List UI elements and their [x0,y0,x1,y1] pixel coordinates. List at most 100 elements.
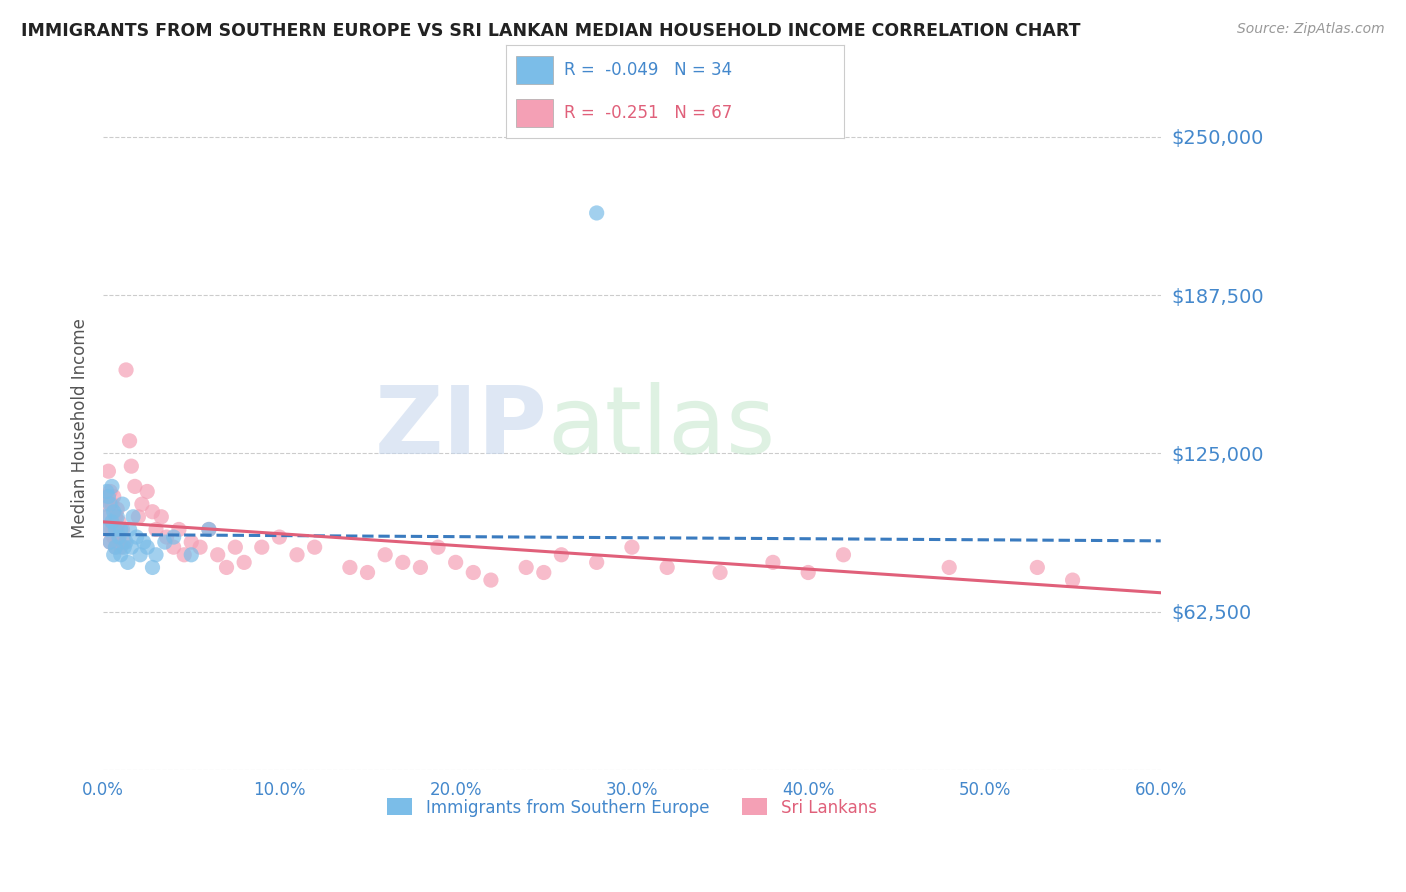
Point [180,535,202,549]
Point [215,560,238,574]
Point [110,548,132,562]
Point [374,548,396,562]
Point [97,464,120,478]
Point [198,523,221,537]
Point [120,459,142,474]
Point [304,540,326,554]
Y-axis label: Median Household Income: Median Household Income [72,318,89,538]
Point [180,548,202,562]
Point [1026,560,1049,574]
Text: ZIP: ZIP [374,382,547,475]
Point [585,555,607,569]
Point [620,540,643,554]
Point [104,540,127,554]
Point [104,540,127,554]
Text: R =  -0.049   N = 34: R = -0.049 N = 34 [564,61,731,78]
Point [129,548,152,562]
Point [709,566,731,580]
Point [108,530,131,544]
Point [97,490,120,504]
Point [105,523,128,537]
Point [153,535,176,549]
Point [1062,573,1084,587]
Point [118,434,141,448]
Point [188,540,211,554]
Point [117,555,139,569]
Point [96,490,118,504]
Point [339,560,361,574]
Point [122,509,145,524]
Point [125,530,148,544]
Text: atlas: atlas [547,382,776,475]
Point [136,540,159,554]
Point [269,530,291,544]
Point [479,573,502,587]
Point [832,548,855,562]
Point [155,530,177,544]
Point [585,206,607,220]
Point [118,523,141,537]
Text: R =  -0.251   N = 67: R = -0.251 N = 67 [564,104,731,122]
Point [762,555,785,569]
Point [409,560,432,574]
FancyBboxPatch shape [516,99,554,127]
Point [110,523,132,537]
Point [97,523,120,537]
Point [356,566,378,580]
Point [444,555,467,569]
Text: Source: ZipAtlas.com: Source: ZipAtlas.com [1237,22,1385,37]
Point [98,497,121,511]
Point [173,548,195,562]
Point [162,530,184,544]
Point [162,540,184,554]
Point [104,509,127,524]
Point [250,540,273,554]
Point [463,566,485,580]
Point [101,523,124,537]
Text: IMMIGRANTS FROM SOUTHERN EUROPE VS SRI LANKAN MEDIAN HOUSEHOLD INCOME CORRELATIO: IMMIGRANTS FROM SOUTHERN EUROPE VS SRI L… [21,22,1081,40]
Point [124,479,146,493]
Point [233,555,256,569]
Point [141,560,163,574]
Point [120,540,142,554]
Point [115,535,138,549]
Point [145,523,167,537]
Point [198,523,221,537]
Point [94,497,117,511]
Point [515,560,537,574]
Point [104,523,127,537]
Point [207,548,229,562]
Point [938,560,960,574]
Point [101,497,124,511]
Point [391,555,413,569]
Point [105,509,128,524]
Point [550,548,572,562]
Point [110,540,132,554]
Point [657,560,679,574]
Point [141,505,163,519]
Point [224,540,246,554]
Point [94,509,117,524]
Point [101,515,124,529]
Point [97,509,120,524]
Point [112,540,135,554]
Point [533,566,555,580]
Point [105,502,128,516]
Point [112,535,135,549]
Point [96,484,118,499]
Point [127,509,149,524]
Point [136,484,159,499]
Point [96,523,118,537]
Point [103,505,125,519]
Point [101,479,124,493]
Point [98,535,121,549]
FancyBboxPatch shape [516,56,554,84]
Point [115,363,138,377]
Point [150,509,173,524]
Point [98,484,121,499]
Point [111,497,134,511]
Legend: Immigrants from Southern Europe, Sri Lankans: Immigrants from Southern Europe, Sri Lan… [381,792,883,823]
Point [797,566,820,580]
Point [103,490,125,504]
Point [131,497,153,511]
